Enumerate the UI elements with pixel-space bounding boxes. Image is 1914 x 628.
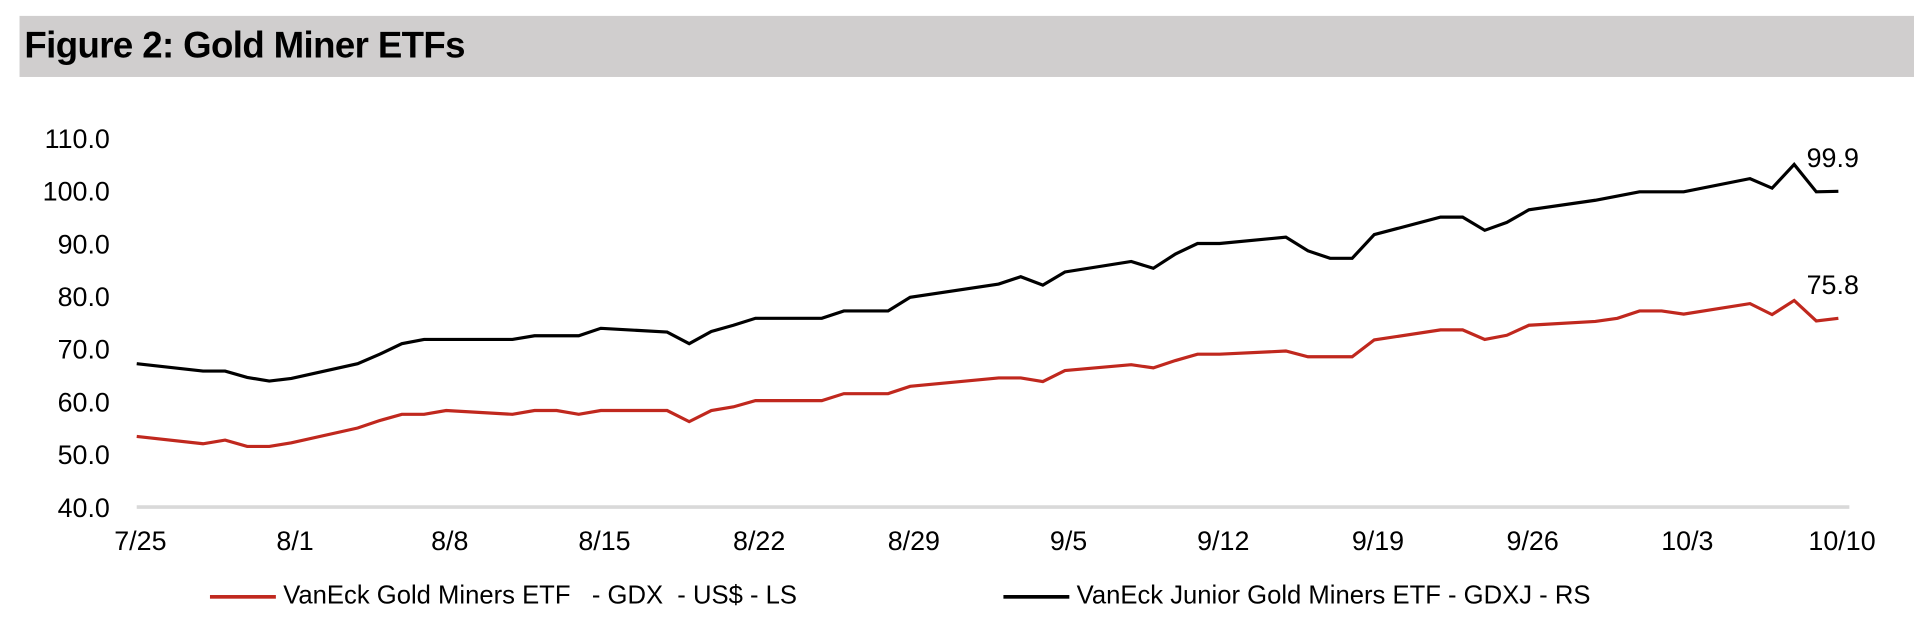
- x-tick-label: 7/25: [114, 526, 166, 556]
- figure-title: Figure 2: Gold Miner ETFs: [24, 25, 465, 66]
- series-line-gdx: [136, 298, 1839, 449]
- x-tick-label: 8/29: [888, 526, 940, 556]
- legend-label-gdxj: VanEck Junior Gold Miners ETF - GDXJ - R…: [1076, 581, 1591, 610]
- x-tick-label: 8/22: [733, 526, 785, 556]
- legend-item-gdx: VanEck Gold Miners ETF - GDX - US$ - LS: [209, 581, 797, 611]
- legend-item-gdxj: VanEck Junior Gold Miners ETF - GDXJ - R…: [1003, 582, 1590, 611]
- x-tick-label: 10/10: [1808, 526, 1875, 556]
- series-line-gdxj: [136, 162, 1839, 383]
- title-bar: Figure 2: Gold Miner ETFs: [19, 15, 1914, 77]
- legend-swatch-gdx: [209, 594, 276, 599]
- legend-label-gdx: VanEck Gold Miners ETF - GDX - US$ - LS: [283, 581, 797, 610]
- x-tick-label: 10/3: [1661, 526, 1713, 556]
- x-tick-label: 9/26: [1507, 526, 1559, 556]
- end-value-label-gdxj: 99.9: [1807, 143, 1859, 173]
- x-tick-label: 8/8: [431, 526, 468, 556]
- x-tick-label: 8/15: [578, 526, 630, 556]
- legend-swatch-gdxj: [1003, 594, 1070, 599]
- y-tick-label: 80.0: [58, 282, 110, 312]
- x-tick-label: 8/1: [276, 526, 313, 556]
- y-tick-label: 50.0: [58, 440, 110, 470]
- x-tick-label: 9/19: [1352, 526, 1404, 556]
- y-tick-label: 60.0: [58, 387, 110, 417]
- x-tick-label: 9/5: [1050, 526, 1087, 556]
- end-value-label-gdx: 75.8: [1807, 270, 1859, 300]
- y-tick-label: 110.0: [45, 124, 110, 154]
- y-tick-label: 70.0: [58, 335, 110, 365]
- y-tick-label: 90.0: [58, 229, 110, 259]
- y-tick-label: 40.0: [58, 493, 110, 523]
- x-tick-label: 9/12: [1197, 526, 1249, 556]
- y-tick-label: 100.0: [43, 177, 110, 207]
